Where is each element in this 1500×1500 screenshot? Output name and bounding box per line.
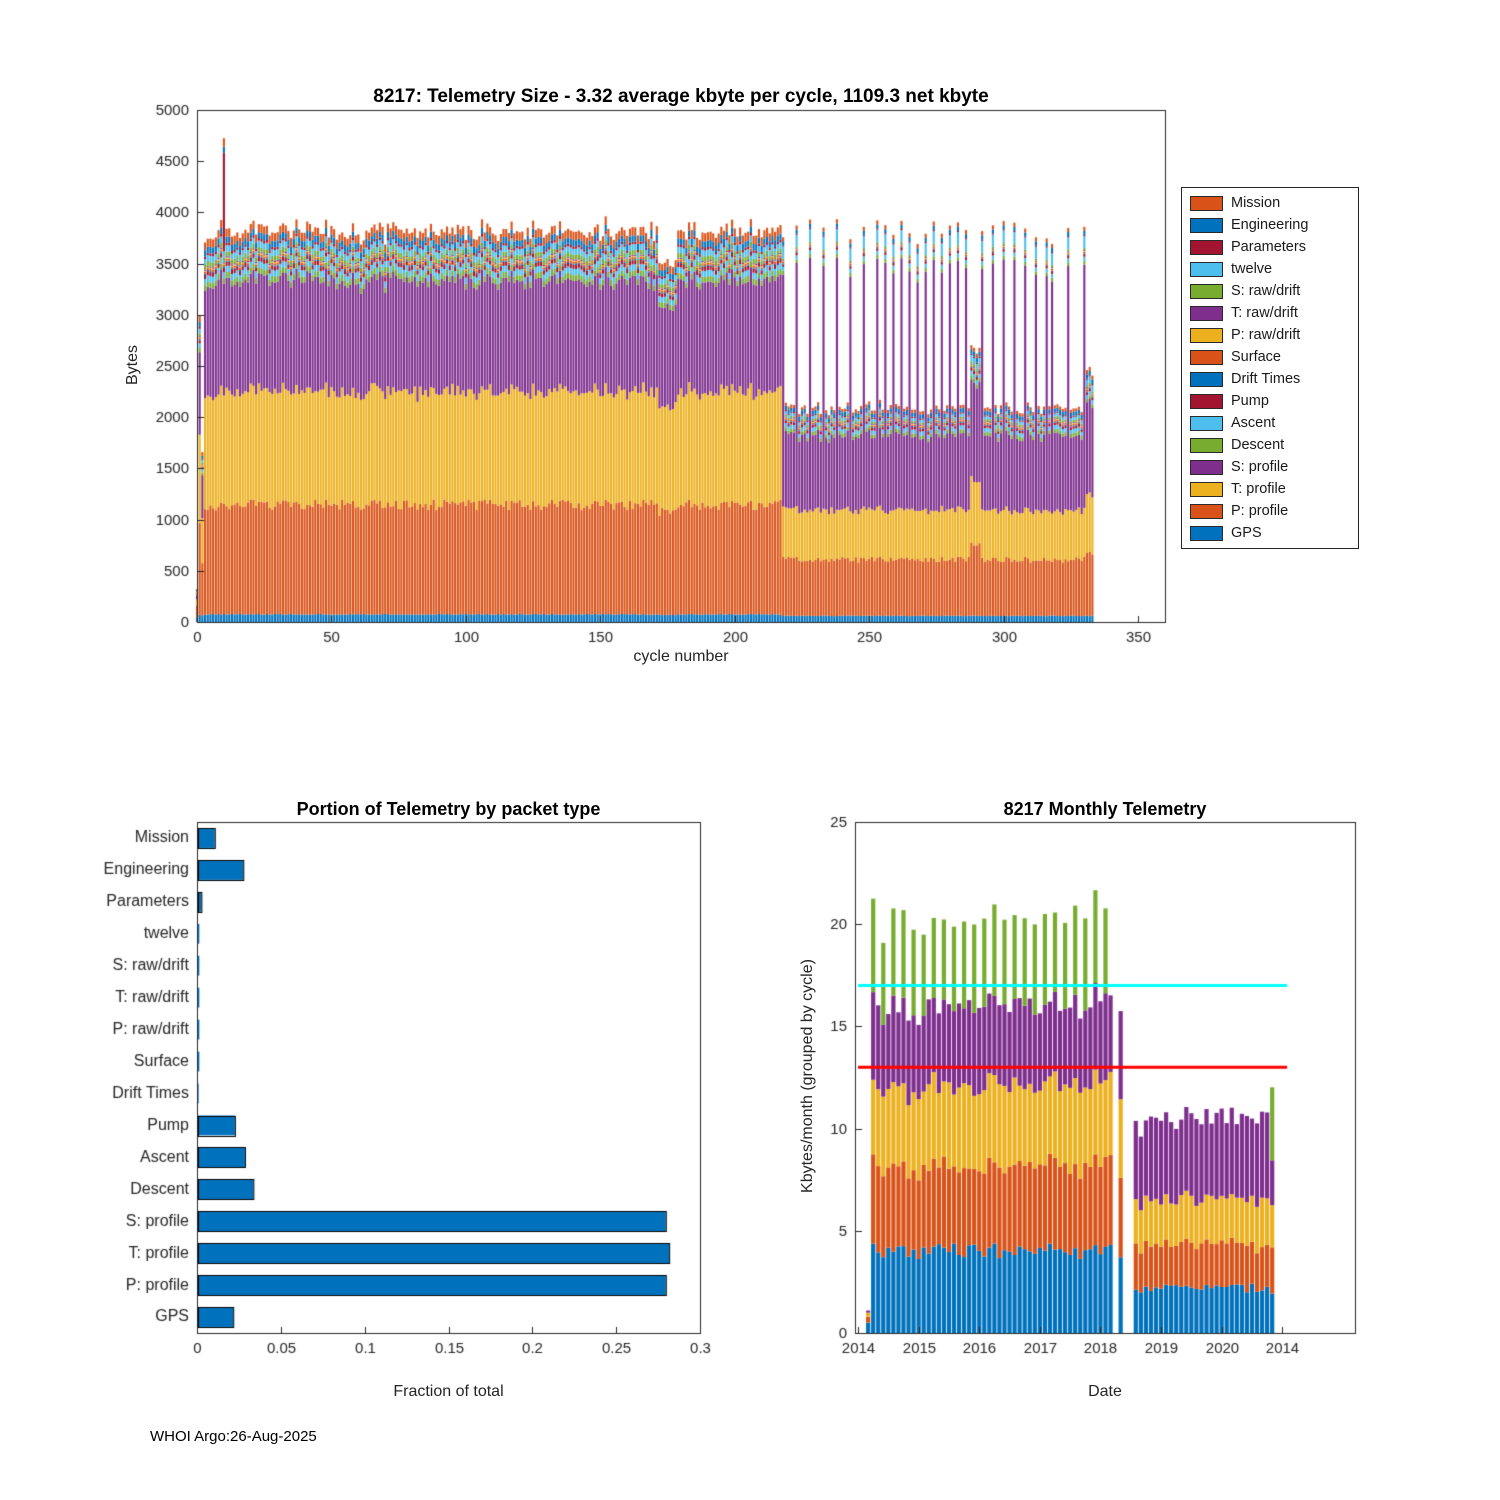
legend-item-ascent: Ascent <box>1182 413 1358 433</box>
legend-item-descent: Descent <box>1182 435 1358 455</box>
legend-item-s-profile: S: profile <box>1182 457 1358 477</box>
legend-item-p-raw-drift: P: raw/drift <box>1182 325 1358 345</box>
legend-label: P: raw/drift <box>1231 327 1301 343</box>
legend-swatch <box>1190 305 1223 321</box>
legend-item-parameters: Parameters <box>1182 237 1358 257</box>
legend-label: Descent <box>1231 437 1285 453</box>
footer-watermark: WHOI Argo:26-Aug-2025 <box>150 1428 317 1445</box>
legend-swatch <box>1190 437 1223 453</box>
legend-swatch <box>1190 459 1223 475</box>
legend-label: S: profile <box>1231 459 1289 475</box>
legend-label: Ascent <box>1231 415 1276 431</box>
legend-item-t-profile: T: profile <box>1182 479 1358 499</box>
legend-label: Drift Times <box>1231 371 1301 387</box>
monthly-chart-xlabel: Date <box>1088 1383 1122 1400</box>
legend-swatch <box>1190 217 1223 233</box>
legend-swatch <box>1190 261 1223 277</box>
legend-label: Mission <box>1231 195 1281 211</box>
legend-swatch <box>1190 481 1223 497</box>
legend-swatch <box>1190 327 1223 343</box>
legend-swatch <box>1190 283 1223 299</box>
legend-item-twelve: twelve <box>1182 259 1358 279</box>
legend-item-drift-times: Drift Times <box>1182 369 1358 389</box>
legend-label: Surface <box>1231 349 1281 365</box>
legend-item-pump: Pump <box>1182 391 1358 411</box>
telemetry-size-ylabel: Bytes <box>124 345 141 386</box>
legend-label: Parameters <box>1231 239 1306 255</box>
legend-swatch <box>1190 371 1223 387</box>
legend-item-p-profile: P: profile <box>1182 501 1358 521</box>
legend-label: T: profile <box>1231 481 1286 497</box>
legend-swatch <box>1190 195 1223 211</box>
telemetry-legend: Mission Engineering Parameters twelve S: raw… <box>1181 187 1359 549</box>
portion-chart-xlabel: Fraction of total <box>393 1383 504 1400</box>
legend-swatch <box>1190 239 1223 255</box>
legend-label: Pump <box>1231 393 1269 409</box>
legend-item-s-raw-drift: S: raw/drift <box>1182 281 1358 301</box>
legend-item-engineering: Engineering <box>1182 215 1358 235</box>
legend-item-t-raw-drift: T: raw/drift <box>1182 303 1358 323</box>
telemetry-size-xlabel: cycle number <box>633 648 729 665</box>
telemetry-size-plot <box>150 95 1190 675</box>
legend-label: twelve <box>1231 261 1273 277</box>
legend-item-gps: GPS <box>1182 523 1358 543</box>
legend-label: T: raw/drift <box>1231 305 1298 321</box>
legend-swatch <box>1190 503 1223 519</box>
legend-label: GPS <box>1231 525 1262 541</box>
legend-item-mission: Mission <box>1182 193 1358 213</box>
legend-label: P: profile <box>1231 503 1289 519</box>
legend-swatch <box>1190 349 1223 365</box>
legend-item-surface: Surface <box>1182 347 1358 367</box>
legend-swatch <box>1190 393 1223 409</box>
portion-chart-plot <box>60 810 740 1410</box>
monthly-chart-plot <box>770 810 1410 1410</box>
legend-label: Engineering <box>1231 217 1309 233</box>
legend-swatch <box>1190 415 1223 431</box>
legend-swatch <box>1190 525 1223 541</box>
legend-label: S: raw/drift <box>1231 283 1301 299</box>
